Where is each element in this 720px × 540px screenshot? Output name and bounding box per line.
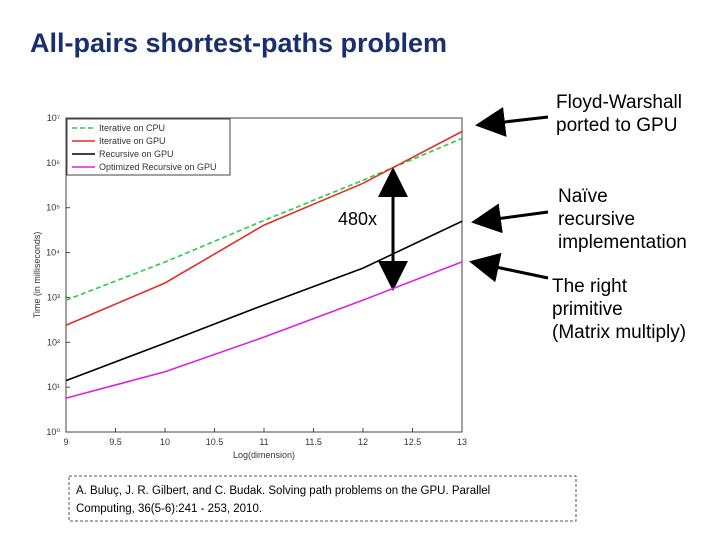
x-tick-label: 11.5: [305, 437, 322, 447]
x-tick-label: 10: [160, 437, 170, 447]
x-tick-label: 11: [259, 437, 268, 447]
y-tick-label: 10⁷: [47, 113, 60, 123]
x-tick-label: 12.5: [404, 437, 422, 447]
y-tick-label: 10³: [47, 292, 60, 302]
x-tick-label: 9.5: [109, 437, 122, 447]
series-line: [65, 261, 463, 399]
y-tick-label: 10⁴: [46, 248, 60, 258]
legend-label: Optimized Recursive on GPU: [99, 162, 217, 172]
y-axis-label: Time (in milliseconds): [32, 232, 42, 319]
annotation: primitive: [552, 299, 623, 320]
citation: A. Buluç, J. R. Gilbert, and C. Budak. S…: [76, 485, 490, 497]
citation: Computing, 36(5-6):241 - 253, 2010.: [76, 503, 262, 515]
arrow: [471, 203, 549, 234]
citation-box: [68, 475, 577, 522]
annotation: Naïve: [558, 186, 608, 207]
legend-label: Iterative on CPU: [99, 123, 165, 133]
y-tick-label: 10⁰: [46, 427, 60, 437]
y-tick-label: 10¹: [47, 382, 60, 392]
legend-box: [66, 118, 231, 176]
legend-label: Iterative on GPU: [99, 136, 166, 146]
annotation: (Matrix multiply): [552, 322, 686, 343]
slide-title: All-pairs shortest-paths problem: [30, 28, 447, 58]
arrow: [469, 252, 549, 283]
arrow: [475, 107, 549, 137]
series-line: [65, 130, 463, 326]
x-axis-label: Log(dimension): [233, 450, 295, 460]
y-tick-label: 10⁶: [46, 158, 60, 168]
x-tick-label: 10.5: [206, 437, 224, 447]
annotation: Floyd-Warshall: [556, 92, 682, 113]
annotation: The right: [552, 276, 628, 297]
speedup-label: 480x: [338, 209, 377, 229]
legend-label: Recursive on GPU: [99, 149, 174, 159]
annotation: ported to GPU: [556, 115, 677, 136]
annotation: implementation: [558, 232, 687, 253]
series-line: [65, 220, 463, 382]
x-tick-label: 9: [63, 437, 68, 447]
y-tick-label: 10⁵: [46, 203, 60, 213]
y-tick-label: 10²: [47, 337, 60, 347]
annotation: recursive: [558, 209, 635, 230]
x-tick-label: 12: [358, 437, 368, 447]
x-tick-label: 13: [457, 437, 467, 447]
